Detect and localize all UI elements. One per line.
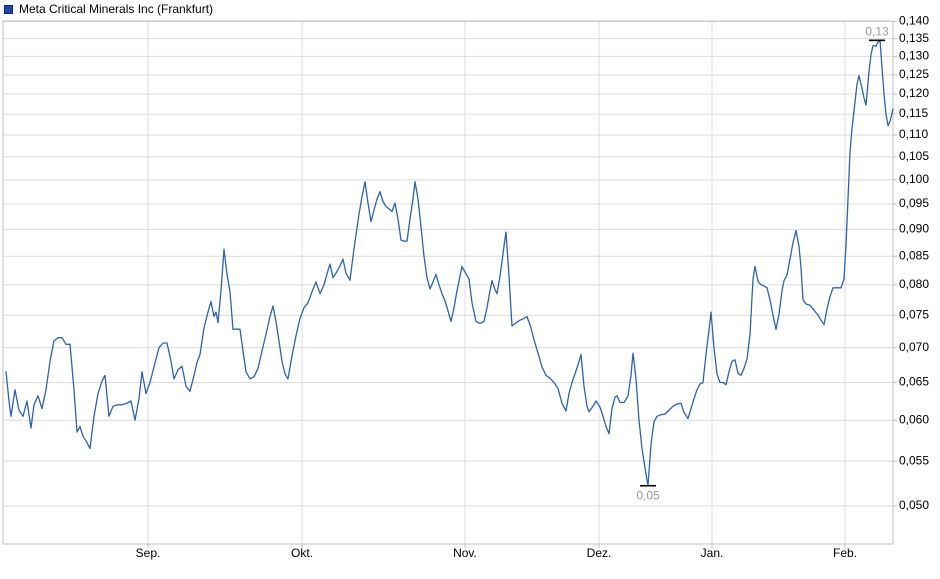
y-axis-label: 0,070 [899, 340, 929, 354]
x-axis-label: Nov. [453, 546, 477, 560]
y-axis-label: 0,060 [899, 412, 929, 426]
y-axis-label: 0,130 [899, 49, 929, 63]
y-axis-label: 0,105 [899, 149, 929, 163]
x-axis-label: Dez. [587, 546, 612, 560]
extreme-value-label: 0,13 [865, 24, 889, 38]
y-axis-label: 0,065 [899, 375, 929, 389]
plot-border [2, 20, 894, 545]
y-axis-label: 0,140 [899, 14, 929, 28]
chart-title: Meta Critical Minerals Inc (Frankfurt) [19, 2, 214, 16]
x-axis-label: Okt. [291, 546, 313, 560]
x-axis-label: Feb. [833, 546, 857, 560]
y-axis-label: 0,135 [899, 31, 929, 45]
price-line [5, 39, 894, 487]
extreme-value-label: 0,05 [636, 489, 660, 503]
chart-legend: Meta Critical Minerals Inc (Frankfurt) [4, 2, 213, 16]
legend-color-swatch [4, 4, 13, 14]
y-axis-label: 0,110 [899, 127, 928, 141]
y-axis-label: 0,050 [899, 498, 929, 512]
x-axis-label: Sep. [136, 546, 161, 560]
y-axis-label: 0,120 [899, 86, 929, 100]
y-axis-label: 0,055 [899, 453, 929, 467]
y-axis-label: 0,125 [899, 67, 929, 81]
x-axis-label: Jan. [701, 546, 724, 560]
y-axis-label: 0,115 [899, 106, 928, 120]
y-axis-label: 0,075 [899, 307, 929, 321]
y-axis-label: 0,095 [899, 196, 929, 210]
y-axis-label: 0,100 [899, 172, 929, 186]
y-axis-label: 0,090 [899, 222, 929, 236]
y-axis-label: 0,085 [899, 248, 929, 262]
y-axis-label: 0,080 [899, 277, 929, 291]
